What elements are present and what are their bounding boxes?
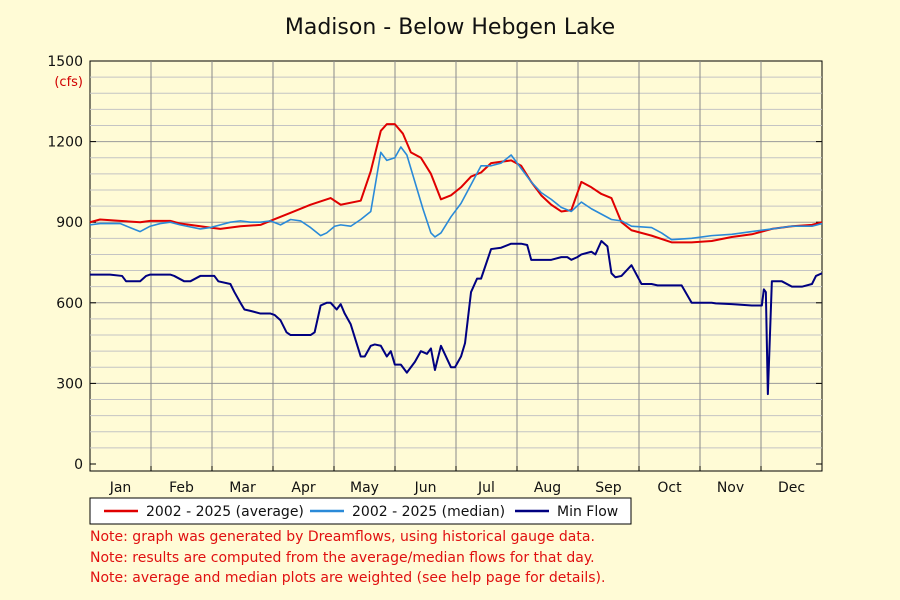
x-tick-label: Oct xyxy=(657,480,682,496)
x-tick-label: Sep xyxy=(595,480,622,496)
x-tick-label: Aug xyxy=(534,480,561,496)
y-tick-label: 900 xyxy=(56,215,83,231)
x-tick-label: May xyxy=(350,480,379,496)
x-tick-label: Jun xyxy=(414,480,437,496)
x-tick-label: Jan xyxy=(109,480,132,496)
y-tick-label: 300 xyxy=(56,376,83,392)
legend-label-min-flow: Min Flow xyxy=(557,504,618,520)
x-tick-label: Dec xyxy=(778,480,805,496)
series-layer xyxy=(89,123,823,396)
y-tick-label: 600 xyxy=(56,296,83,312)
note-line-2: Note: results are computed from the aver… xyxy=(90,550,595,566)
y-tick-label: 1200 xyxy=(47,135,83,151)
series-line-median xyxy=(89,146,823,241)
x-tick-label: Nov xyxy=(717,480,744,496)
chart-title: Madison - Below Hebgen Lake xyxy=(285,15,615,40)
x-tick-label: Jul xyxy=(477,480,495,496)
axes: Jan Feb Mar Apr May Jun Jul Aug Sep Oct Nov Dec 0 300… xyxy=(47,54,823,496)
grid xyxy=(90,61,822,471)
x-tick-label: Apr xyxy=(291,480,315,496)
series-line-min-flow xyxy=(90,240,823,396)
y-tick-label: 0 xyxy=(74,457,83,473)
legend-label-median: 2002 - 2025 (median) xyxy=(352,504,505,520)
legend: 2002 - 2025 (average) 2002 - 2025 (media… xyxy=(89,497,632,525)
legend-label-average: 2002 - 2025 (average) xyxy=(146,504,304,520)
y-tick-label: 1500 xyxy=(47,54,83,70)
x-tick-label: Feb xyxy=(169,480,194,496)
x-tick-label: Mar xyxy=(229,480,256,496)
series-line-average xyxy=(89,123,823,244)
y-axis-unit-label: (cfs) xyxy=(54,75,83,90)
note-line-3: Note: average and median plots are weigh… xyxy=(90,570,605,586)
note-line-1: Note: graph was generated by Dreamflows,… xyxy=(90,529,595,545)
